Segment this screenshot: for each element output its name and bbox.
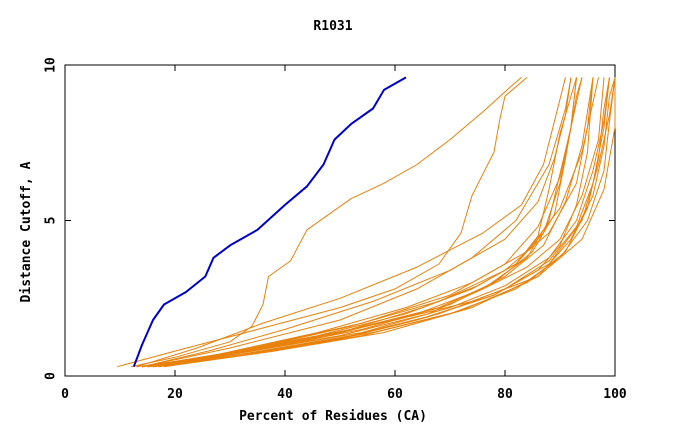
series-layer	[117, 76, 616, 368]
y-axis-label: Distance Cutoff, A	[19, 161, 34, 302]
series-line-s9	[147, 77, 605, 368]
x-tick-label: 80	[497, 387, 513, 402]
series-line-s20	[141, 77, 599, 368]
series-line-highlight	[132, 76, 407, 368]
series-line-s2	[117, 77, 528, 368]
plot-frame	[64, 64, 616, 377]
axis-ticks: 0 20 40 60 80 100 0 5 10	[44, 57, 627, 402]
series-line-s18	[141, 77, 572, 368]
series-line-s8	[158, 77, 594, 368]
series-line-s1	[130, 77, 522, 368]
y-tick-label: 10	[44, 57, 59, 73]
x-axis-label: Percent of Residues (CA)	[239, 409, 427, 424]
x-tick-label: 0	[61, 387, 69, 402]
y-tick-label: 5	[44, 217, 59, 225]
x-tick-label: 20	[167, 387, 183, 402]
x-tick-label: 60	[387, 387, 403, 402]
series-line-s12	[136, 77, 566, 368]
series-line-s22	[152, 77, 616, 368]
y-tick-label: 0	[44, 372, 59, 380]
series-line-s10	[152, 77, 610, 368]
series-line-s11	[141, 77, 572, 368]
chart-title: R1031	[313, 19, 352, 34]
series-line-s17	[152, 77, 577, 368]
x-tick-label: 40	[277, 387, 293, 402]
series-line-s16	[163, 77, 616, 368]
x-tick-label: 100	[603, 387, 627, 402]
series-line-s21	[136, 77, 616, 368]
